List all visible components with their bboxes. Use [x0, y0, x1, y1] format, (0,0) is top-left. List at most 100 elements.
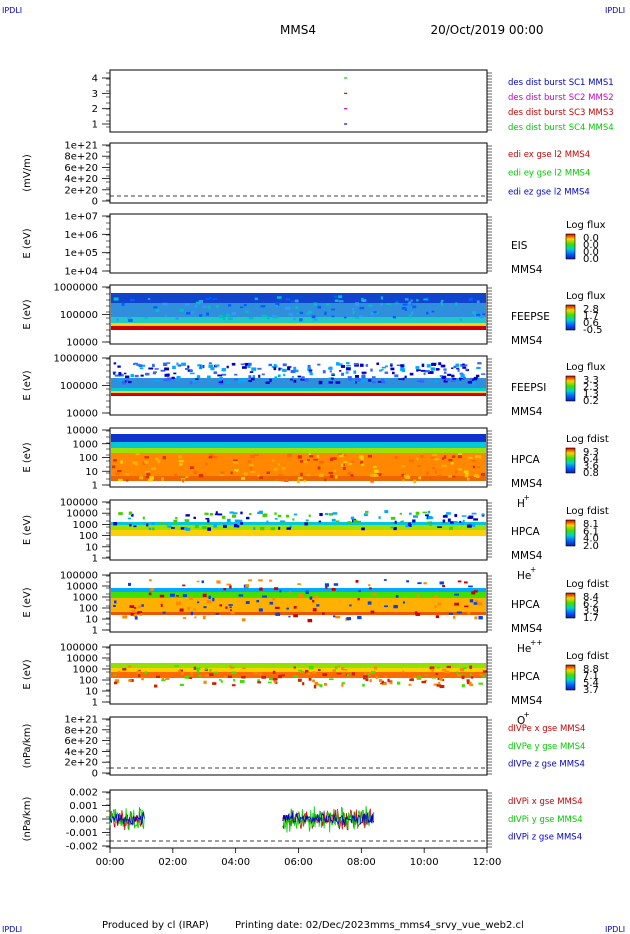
- spectrogram-speck: [231, 684, 236, 687]
- y-axis-label: E (eV): [22, 659, 33, 689]
- spectrogram-speck: [288, 312, 293, 316]
- spectrogram-band: [111, 442, 486, 448]
- colorbar-tick-label: 0.0: [583, 240, 599, 251]
- spectrogram-speck: [363, 677, 367, 680]
- spectrogram-speck: [348, 462, 353, 465]
- spectrogram-speck: [285, 306, 291, 310]
- colorbar-title: Log fdist: [566, 506, 609, 517]
- spectrogram-speck: [448, 458, 453, 462]
- y-tick-label: 100000: [60, 310, 98, 321]
- spectrogram-speck: [384, 605, 388, 608]
- spectrogram-speck: [173, 519, 178, 524]
- spectrogram-speck: [127, 665, 132, 668]
- spectrogram-speck: [324, 583, 329, 587]
- spectrogram-speck: [352, 311, 355, 315]
- spectrogram-speck: [128, 316, 131, 320]
- spectrogram-speck: [458, 468, 462, 471]
- spectrogram-speck: [115, 472, 120, 475]
- spectrogram-speck: [357, 598, 360, 601]
- spectrogram-speck: [204, 512, 209, 515]
- spectrogram-speck: [361, 463, 365, 466]
- spectrogram-speck: [197, 601, 200, 604]
- spectrogram-speck: [196, 375, 201, 379]
- spectrogram-speck: [322, 370, 326, 374]
- colorbar-tick-label: 3.6: [583, 461, 599, 472]
- spectrogram-speck: [269, 601, 274, 605]
- spectrogram-speck: [161, 679, 166, 682]
- spectrogram-speck: [295, 369, 299, 373]
- spectrogram-speck: [293, 513, 298, 516]
- spectrogram-speck: [233, 461, 236, 464]
- instrument-spacecraft: MMS4: [511, 335, 543, 347]
- spectrogram-speck: [157, 379, 161, 382]
- colorbar: [565, 592, 576, 619]
- spectrogram-speck: [265, 379, 270, 382]
- spectrogram-speck: [165, 523, 169, 526]
- spectrogram-speck: [151, 522, 155, 526]
- spectrogram-speck: [417, 675, 422, 679]
- spectrogram-speck: [277, 514, 282, 518]
- spectrogram-speck: [293, 606, 297, 609]
- instrument-spacecraft: MMS4: [511, 623, 543, 635]
- spectrogram-speck: [153, 371, 157, 373]
- spectrogram-speck: [113, 362, 117, 365]
- spectrogram-speck: [293, 675, 299, 678]
- y-tick-label: -0.001: [66, 828, 98, 839]
- spectrogram-speck: [459, 318, 462, 321]
- spectrogram-speck: [357, 615, 362, 620]
- spectrogram-speck: [457, 368, 460, 372]
- spectrogram-speck: [257, 511, 260, 515]
- spectrogram-speck: [376, 362, 380, 365]
- spectrogram-speck: [205, 522, 210, 525]
- spectrogram-speck: [338, 300, 344, 303]
- spectrogram-band: [111, 592, 486, 598]
- spectrogram-speck: [145, 471, 151, 474]
- spectrogram-speck: [278, 526, 281, 530]
- spectrogram-speck: [143, 316, 148, 319]
- spectrogram-speck: [460, 674, 465, 677]
- spectrogram-speck: [394, 302, 399, 305]
- spectrogram-speck: [208, 297, 212, 299]
- corner-logo-tl: IPDLI: [2, 6, 22, 15]
- spectrogram-speck: [306, 672, 311, 675]
- spectrogram-speck: [260, 526, 265, 531]
- colorbar-title: Log fdist: [566, 434, 609, 445]
- spectrogram-speck: [308, 370, 312, 373]
- spectrogram-speck: [257, 367, 262, 370]
- y-axis-label: E (eV): [22, 299, 33, 329]
- spectrogram-speck: [147, 478, 153, 482]
- spectrogram-speck: [353, 370, 357, 374]
- spectrogram-speck: [370, 610, 375, 614]
- spectrogram-speck: [237, 381, 241, 384]
- spectrogram-speck: [463, 364, 468, 367]
- spectrogram-speck: [359, 455, 364, 459]
- spectrogram-speck: [390, 526, 395, 529]
- spectrogram-speck: [267, 681, 272, 684]
- spectrogram-band: [111, 388, 486, 391]
- spectrogram-speck: [208, 456, 213, 459]
- spectrogram-speck: [193, 608, 196, 611]
- spectrogram-speck: [360, 457, 364, 461]
- spectrogram-speck: [266, 520, 269, 524]
- spectrogram-speck: [394, 520, 397, 524]
- spectrogram-speck: [414, 611, 418, 615]
- spectrogram-speck: [472, 311, 476, 315]
- spectrogram-speck: [303, 479, 306, 483]
- spectrogram-speck: [171, 376, 175, 379]
- spectrogram-speck: [268, 678, 274, 681]
- spectrogram-speck: [482, 670, 487, 673]
- spectrogram-speck: [308, 310, 313, 314]
- spectrogram-speck: [113, 681, 118, 685]
- spectrogram-speck: [431, 362, 437, 366]
- spectrogram-speck: [313, 684, 317, 689]
- spectrogram-speck: [184, 675, 190, 679]
- spectrogram-speck: [199, 314, 203, 317]
- spectrogram-band: [111, 434, 486, 442]
- spectrogram-speck: [223, 524, 227, 528]
- corner-logo-bl: IPDLI: [2, 925, 22, 934]
- spectrogram-speck: [395, 595, 399, 598]
- colorbar-tick-label: 2.3: [583, 382, 599, 393]
- spectrogram-speck: [408, 683, 412, 686]
- spectrogram-speck: [113, 297, 119, 301]
- spectrogram-speck: [378, 516, 381, 519]
